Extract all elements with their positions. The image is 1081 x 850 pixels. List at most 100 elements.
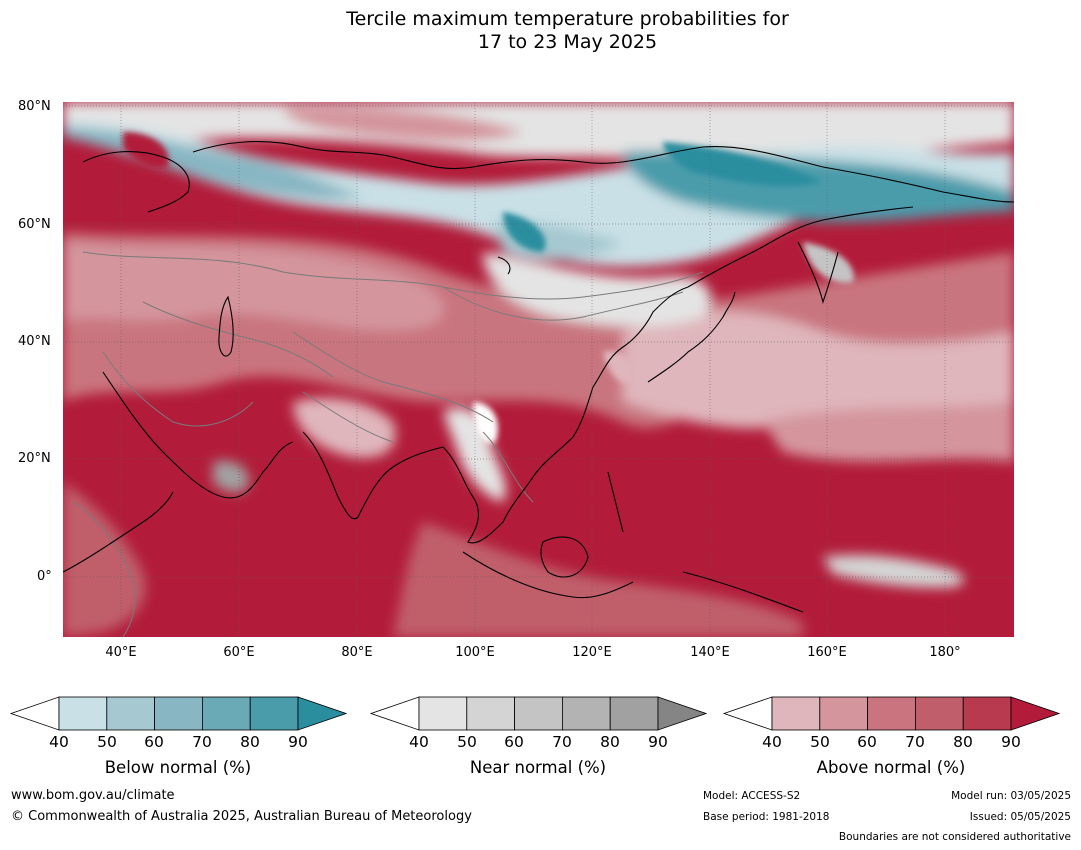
- patch-near-arabia: [213, 460, 249, 493]
- colorbar-below-tick: 60: [144, 733, 164, 751]
- issued-text: Issued: 05/05/2025: [969, 811, 1071, 823]
- colorbar-near: [369, 696, 707, 731]
- coast-arctic: [192, 141, 1014, 203]
- title-line-2: 17 to 23 May 2025: [477, 31, 658, 53]
- below-swatch: [154, 696, 203, 731]
- above-swatch: [867, 696, 916, 731]
- coast-russia-east: [687, 206, 914, 288]
- model-run-text: Model run: 03/05/2025: [951, 790, 1071, 802]
- patch-above-arctic: [283, 105, 523, 142]
- below-swatch: [201, 696, 251, 731]
- colorbar-below-tick: 80: [240, 733, 260, 751]
- coastlines: [63, 141, 1014, 613]
- patch-above-light2: [623, 311, 1014, 432]
- near-swatch: [514, 696, 563, 731]
- lon-label-80e: 80°E: [341, 645, 373, 660]
- country-borders: [72, 251, 704, 637]
- colorbar-below-tick: 50: [97, 733, 117, 751]
- boundaries-disclaimer: Boundaries are not considered authoritat…: [838, 831, 1071, 843]
- border-mongolia: [442, 286, 684, 321]
- colorbar-above-tick: 60: [857, 733, 877, 751]
- patch-below-arctic-east: [663, 142, 823, 187]
- coast-africa: [63, 491, 174, 573]
- coast-india: [302, 431, 444, 520]
- patch-near-sea: [473, 402, 498, 443]
- above-swatch: [819, 696, 869, 731]
- map-title: Tercile maximum temperature probabilitie…: [0, 8, 1081, 54]
- colorbar-below: [9, 696, 347, 731]
- model-text: Model: ACCESS-S2: [703, 790, 801, 802]
- title-line-1: Tercile maximum temperature probabilitie…: [346, 8, 789, 30]
- patch-above-indonesia: [393, 522, 803, 637]
- border-seasia: [482, 431, 534, 503]
- border-india: [302, 391, 394, 443]
- below-extend-low: [9, 696, 60, 731]
- coast-scandinavia: [82, 151, 190, 213]
- patch-near-pacific: [823, 555, 964, 588]
- colorbar-above-tick: 90: [1001, 733, 1021, 751]
- patch-above-africa: [63, 482, 146, 637]
- patch-above-pacific: [763, 402, 1014, 462]
- patch-near-tibet: [293, 398, 396, 458]
- coast-borneo: [540, 536, 589, 578]
- above-extend-low: [722, 696, 773, 731]
- base-period-text: Base period: 1981-2018: [703, 811, 830, 823]
- near-swatch: [418, 696, 468, 731]
- above-swatch: [962, 696, 1012, 731]
- lat-label-20n: 20°N: [18, 451, 51, 466]
- coast-china: [572, 286, 689, 438]
- colorbar-below-label: Below normal (%): [104, 758, 252, 777]
- graticule: [63, 102, 1014, 637]
- patch-near-kamchatka: [803, 242, 854, 283]
- colorbar-near-label: Near normal (%): [469, 758, 607, 777]
- coast-japan: [647, 291, 736, 383]
- above-extend-high: [1010, 696, 1060, 731]
- website-link[interactable]: www.bom.gov.au/climate: [11, 788, 175, 803]
- near-extend-high: [657, 696, 707, 731]
- lon-label-40e: 40°E: [105, 645, 137, 660]
- patch-near-mongolia: [483, 252, 711, 327]
- patch-near-seasia: [443, 408, 506, 502]
- lat-label-80n: 80°N: [18, 99, 51, 114]
- colorbar-above-tick: 50: [810, 733, 830, 751]
- lon-label-100e: 100°E: [455, 645, 495, 660]
- border-central-asia: [142, 301, 334, 378]
- patch-above-scandinavia: [123, 132, 169, 169]
- colorbar-near-tick: 40: [409, 733, 429, 751]
- below-swatch: [58, 696, 108, 731]
- lat-label-40n: 40°N: [18, 334, 51, 349]
- colorbar-near-tick: 60: [504, 733, 524, 751]
- below-swatch: [249, 696, 299, 731]
- lon-label-160e: 160°E: [807, 645, 847, 660]
- near-extend-low: [369, 696, 420, 731]
- coast-arabia: [102, 371, 294, 499]
- colorbar-above-tick: 70: [905, 733, 925, 751]
- lon-label-140e: 140°E: [690, 645, 730, 660]
- near-swatch: [561, 696, 611, 731]
- border-africa: [72, 501, 136, 637]
- below-extend-high: [297, 696, 347, 731]
- patch-below-taimyr: [503, 212, 546, 252]
- colorbar-above-tick: 40: [762, 733, 782, 751]
- colorbar-above: [722, 696, 1060, 731]
- above-swatch: [771, 696, 821, 731]
- above-swatch: [914, 696, 964, 731]
- patch-above-light1: [63, 242, 445, 331]
- colorbar-below-tick: 90: [288, 733, 308, 751]
- colorbar-near-tick: 50: [457, 733, 477, 751]
- copyright-text: © Commonwealth of Australia 2025, Austra…: [11, 809, 472, 824]
- border-middle-east: [102, 351, 254, 427]
- colorbar-below-tick: 70: [192, 733, 212, 751]
- coast-caspian: [218, 295, 234, 357]
- near-swatch: [609, 696, 659, 731]
- lon-label-60e: 60°E: [223, 645, 255, 660]
- near-swatch: [466, 696, 516, 731]
- border-china-west: [292, 331, 494, 423]
- coast-kamchatka: [797, 241, 839, 304]
- coast-indonesia: [462, 551, 634, 599]
- coast-lake-baikal: [497, 256, 511, 275]
- probability-map: [63, 102, 1014, 637]
- lon-label-180: 180°: [929, 645, 961, 660]
- colorbar-near-tick: 90: [648, 733, 668, 751]
- colorbar-above-tick: 80: [953, 733, 973, 751]
